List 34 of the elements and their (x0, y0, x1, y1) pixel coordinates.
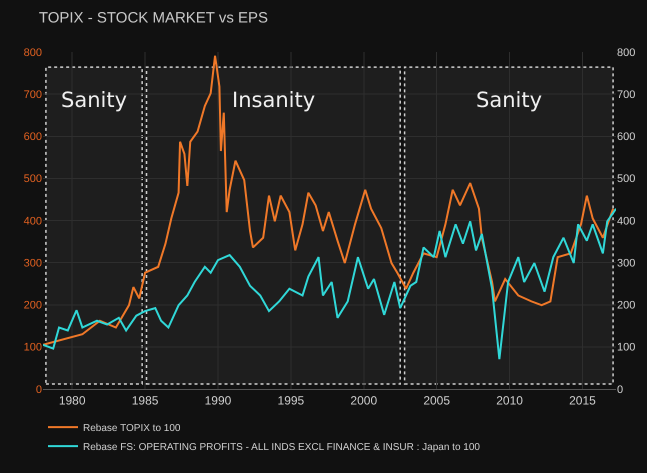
y-tick-label: 500 (24, 173, 42, 186)
x-tick-label: 1995 (278, 393, 305, 408)
y-tick-label: 700 (24, 88, 42, 101)
y-tick-label: 200 (24, 300, 42, 312)
y2-tick-label: 500 (617, 173, 636, 186)
y2-tick-label: 400 (617, 215, 636, 228)
y2-tick-label: 700 (617, 88, 636, 101)
y2-tick-label: 800 (617, 46, 636, 59)
y-tick-label: 0 (36, 384, 42, 396)
x-tick-label: 1985 (132, 393, 159, 408)
legend-label: Rebase TOPIX to 100 (83, 422, 181, 434)
y2-tick-label: 100 (617, 342, 636, 354)
y2-tick-label: 0 (617, 384, 624, 396)
band-label: Sanity (476, 88, 542, 112)
y-tick-label: 400 (24, 215, 42, 228)
band-label: Sanity (61, 88, 128, 112)
x-tick-label: 2015 (569, 393, 596, 408)
band-label: Insanity (232, 88, 316, 112)
y-tick-label: 800 (24, 46, 42, 59)
y2-tick-label: 200 (617, 300, 636, 312)
line-series (43, 208, 616, 360)
x-tick-label: 1990 (204, 393, 232, 408)
x-tick-label: 1980 (58, 393, 86, 408)
y-tick-label: 600 (24, 131, 42, 144)
y2-tick-label: 600 (617, 131, 636, 144)
y-tick-label: 100 (24, 342, 42, 354)
legend-label: Rebase FS: OPERATING PROFITS - ALL INDS EXCL FINANCE & INSUR : Japan to 100 (83, 442, 480, 453)
x-tick-label: 2010 (496, 393, 524, 408)
x-tick-label: 2005 (423, 393, 450, 408)
chart-title: TOPIX - STOCK MARKET vs EPS (38, 9, 268, 26)
line-series (43, 54, 614, 346)
y-tick-label: 300 (24, 257, 42, 270)
y2-tick-label: 300 (617, 257, 636, 270)
x-tick-label: 2000 (350, 393, 378, 408)
